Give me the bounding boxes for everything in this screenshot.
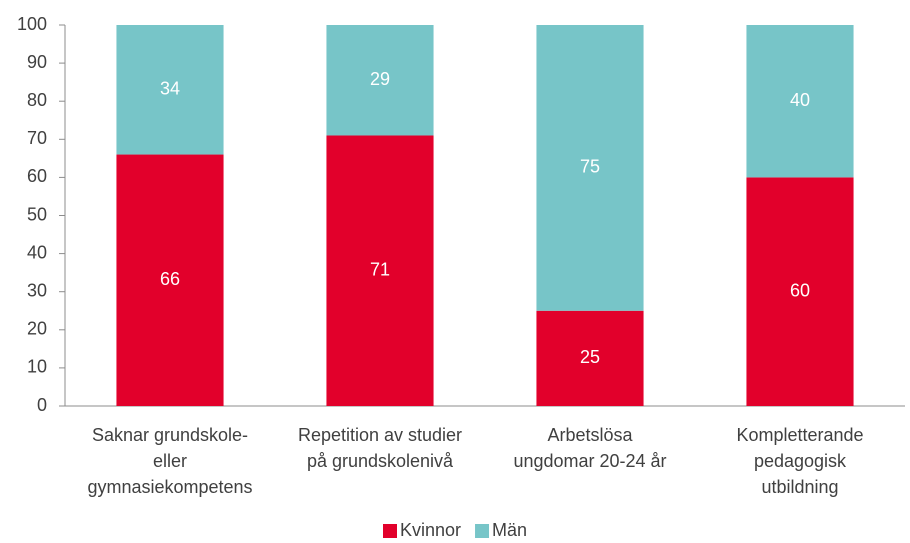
x-tick-label: gymnasiekompetens: [87, 477, 252, 497]
y-tick-label: 20: [27, 319, 47, 339]
bar-segment: [116, 154, 224, 406]
y-tick-label: 50: [27, 204, 47, 224]
bar-segment: [536, 310, 644, 406]
legend-label: Män: [492, 520, 527, 540]
data-label: 60: [790, 280, 810, 300]
data-label: 66: [160, 269, 180, 289]
bar-segment: [326, 25, 434, 136]
x-tick-label: Arbetslösa: [547, 425, 633, 445]
bar-segment: [536, 25, 644, 311]
y-tick-label: 80: [27, 90, 47, 110]
data-label: 29: [370, 69, 390, 89]
bar-segment: [326, 135, 434, 407]
y-tick-label: 30: [27, 280, 47, 300]
bar-segment: [746, 25, 854, 178]
data-label: 25: [580, 347, 600, 367]
x-tick-label: ungdomar 20-24 år: [513, 451, 666, 471]
x-tick-label: pedagogisk: [754, 451, 847, 471]
y-tick-label: 90: [27, 52, 47, 72]
legend-swatch: [475, 524, 490, 538]
legend-swatch: [383, 524, 397, 538]
x-tick-label: Saknar grundskole-: [92, 425, 248, 445]
y-tick-label: 40: [27, 242, 47, 262]
y-tick-label: 70: [27, 128, 47, 148]
data-label: 75: [580, 157, 600, 177]
data-label: 40: [790, 90, 810, 110]
legend-label: Kvinnor: [400, 520, 461, 540]
data-label: 71: [370, 259, 390, 279]
x-tick-label: Kompletterande: [736, 425, 863, 445]
x-tick-label: utbildning: [761, 477, 838, 497]
data-label: 34: [160, 79, 180, 99]
bar-segment: [746, 177, 854, 406]
y-tick-label: 60: [27, 166, 47, 186]
y-tick-label: 0: [37, 395, 47, 415]
x-tick-label: Repetition av studier: [298, 425, 462, 445]
bar-segment: [116, 25, 224, 155]
y-tick-label: 100: [17, 14, 47, 34]
x-tick-label: eller: [153, 451, 187, 471]
y-tick-label: 10: [27, 357, 47, 377]
x-tick-label: på grundskolenivå: [307, 451, 454, 471]
